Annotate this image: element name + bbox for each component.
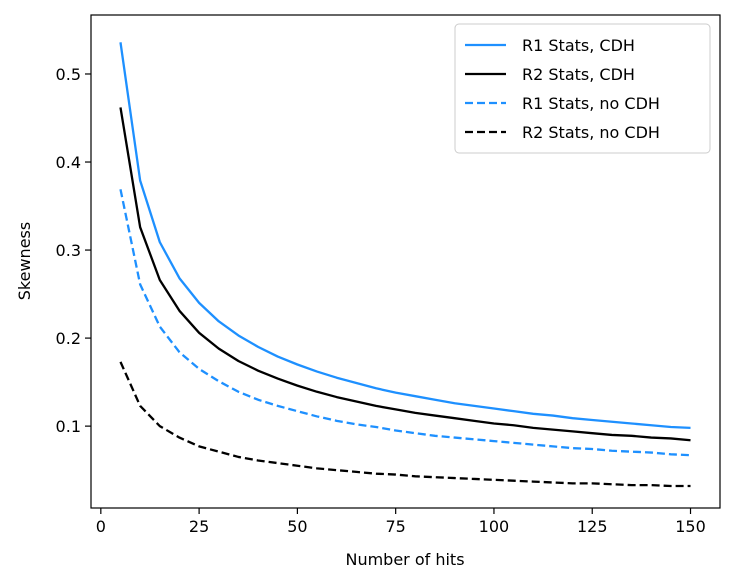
y-tick-label: 0.1 <box>56 417 81 436</box>
y-axis-ticks: 0.1 0.2 0.3 0.4 0.5 <box>56 65 91 436</box>
x-tick-label: 0 <box>96 517 106 536</box>
plot-frame <box>90 14 721 509</box>
legend-label-4: R2 Stats, no CDH <box>522 123 660 142</box>
y-tick-label: 0.3 <box>56 241 81 260</box>
legend-entries: R1 Stats, CDH R2 Stats, CDH R1 Stats, no C… <box>465 36 660 142</box>
x-tick-label: 75 <box>385 517 405 536</box>
x-axis-ticks: 0 25 50 75 100 125 150 <box>96 508 706 536</box>
x-tick-label: 100 <box>479 517 510 536</box>
x-axis-label: Number of hits <box>345 550 464 569</box>
legend-label-1: R1 Stats, CDH <box>522 36 635 55</box>
series-line-1 <box>119 42 691 430</box>
y-tick-label: 0.2 <box>56 329 81 348</box>
x-tick-label: 25 <box>189 517 209 536</box>
series-layer <box>119 42 691 488</box>
x-tick-label: 150 <box>675 517 706 536</box>
series-line-3 <box>119 189 691 457</box>
legend-label-3: R1 Stats, no CDH <box>522 94 660 113</box>
legend-box <box>454 23 711 154</box>
y-tick-label: 0.5 <box>56 65 81 84</box>
series-line-4 <box>119 361 691 488</box>
series-line-2 <box>119 107 691 442</box>
legend: R1 Stats, CDH R2 Stats, CDH R1 Stats, no C… <box>454 23 711 154</box>
x-tick-label: 50 <box>287 517 307 536</box>
x-tick-label: 125 <box>577 517 608 536</box>
y-tick-label: 0.4 <box>56 153 81 172</box>
legend-label-2: R2 Stats, CDH <box>522 65 635 84</box>
y-axis-label: Skewness <box>15 222 34 300</box>
